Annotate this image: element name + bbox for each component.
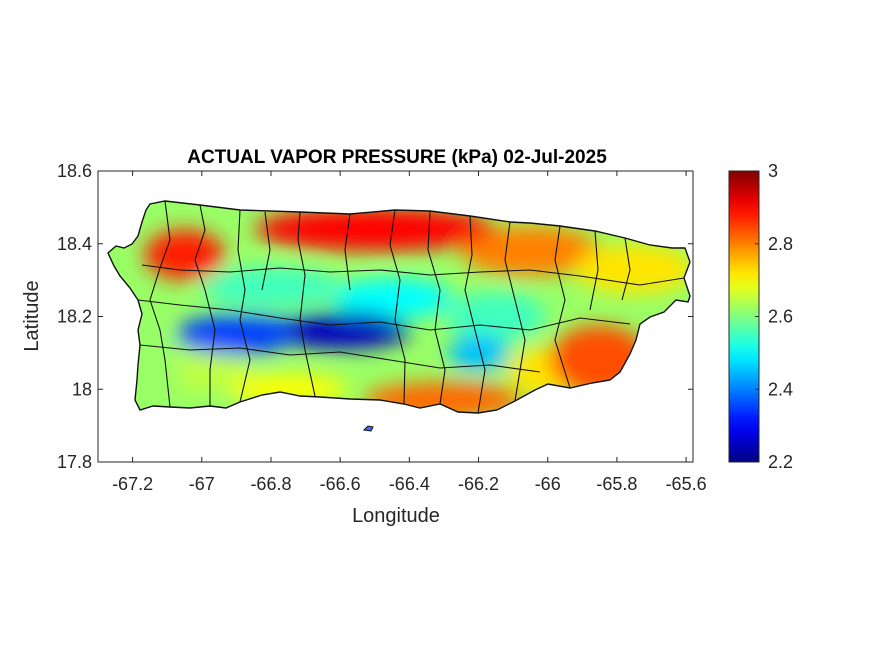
colorbar	[728, 170, 760, 463]
municipality-boundary	[621, 237, 631, 301]
municipality-boundary	[149, 299, 171, 408]
y-tick-label: 17.8	[57, 452, 92, 472]
x-tick-label: -67.2	[112, 474, 153, 494]
islet-caja-de-muertos	[362, 425, 374, 432]
x-tick-label: -66.2	[458, 474, 499, 494]
municipality-boundary	[141, 264, 685, 286]
field-patch	[448, 334, 509, 371]
municipality-boundary	[474, 329, 486, 414]
x-tick-label: -67	[189, 474, 215, 494]
x-axis: -67.2 -67 -66.8 -66.6 -66.4 -66.2 -66 -65.8 -65.…	[112, 171, 707, 494]
municipality-boundary	[149, 200, 171, 301]
y-axis-label: Latitude	[21, 280, 43, 351]
x-tick-label: -65.8	[596, 474, 637, 494]
municipality-boundary	[344, 213, 351, 291]
field-patch	[332, 278, 453, 319]
coastline	[107, 200, 691, 414]
municipality-boundary	[434, 329, 446, 405]
field-patch	[445, 291, 546, 342]
field-region	[144, 229, 225, 280]
y-tick-label: 18.2	[57, 307, 92, 327]
field-patch	[460, 226, 601, 277]
colorbar-tick-label: 2.6	[768, 307, 793, 327]
municipality-boundary	[589, 230, 599, 311]
colorbar-tick-label: 2.4	[768, 379, 793, 399]
x-tick-label: -66.6	[320, 474, 361, 494]
municipality-boundary	[297, 211, 306, 351]
x-axis-label: Longitude	[352, 505, 440, 527]
field-region	[574, 244, 690, 295]
colorbar-tick-label: 2.8	[768, 234, 793, 254]
municipality-boundary	[204, 289, 216, 406]
municipality-boundary	[194, 204, 206, 291]
y-axis: 17.8 18 18.2 18.4 18.6	[57, 161, 693, 472]
municipality-boundary	[394, 319, 406, 405]
municipality-boundary	[554, 339, 571, 389]
municipality-boundary	[137, 299, 631, 331]
municipality-boundary	[554, 225, 566, 341]
x-tick-label: -66.4	[389, 474, 430, 494]
field-region	[254, 207, 495, 252]
x-tick-label: -66.8	[250, 474, 291, 494]
municipality-boundary	[239, 319, 251, 403]
municipality-boundaries	[137, 200, 685, 414]
municipality-boundary	[504, 221, 516, 301]
field-patch	[200, 267, 341, 308]
municipality-boundary	[139, 344, 541, 373]
municipality-boundary	[261, 211, 271, 291]
municipality-boundary	[389, 209, 401, 321]
y-tick-label: 18	[72, 379, 92, 399]
colorbar-tick-label: 2.2	[768, 452, 793, 472]
vapor-pressure-field	[108, 201, 690, 413]
municipality-boundary	[427, 210, 441, 331]
municipality-boundary	[514, 299, 526, 402]
x-tick-label: -65.6	[666, 474, 707, 494]
x-tick-label: -66	[535, 474, 561, 494]
y-tick-label: 18.6	[57, 161, 92, 181]
field-region	[176, 314, 297, 355]
municipality-boundary	[237, 209, 246, 321]
colorbar-axis: 2.2 2.4 2.6 2.8 3	[755, 161, 793, 472]
municipality-boundary	[304, 349, 316, 397]
chart-title: ACTUAL VAPOR PRESSURE (kPa) 02-Jul-2025	[187, 147, 607, 168]
y-tick-label: 18.4	[57, 234, 92, 254]
colorbar-tick-label: 3	[768, 161, 778, 181]
